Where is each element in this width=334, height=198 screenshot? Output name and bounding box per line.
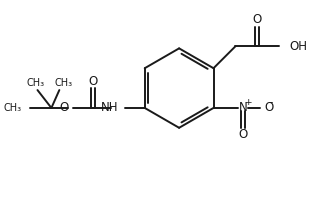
Text: CH₃: CH₃ <box>3 103 22 113</box>
Text: -: - <box>268 96 272 109</box>
Text: CH₃: CH₃ <box>26 78 44 88</box>
Text: O: O <box>89 75 98 88</box>
Text: OH: OH <box>289 40 307 53</box>
Text: CH₃: CH₃ <box>54 78 72 88</box>
Text: +: + <box>244 98 252 108</box>
Text: N: N <box>239 101 248 114</box>
Text: NH: NH <box>101 101 118 114</box>
Text: O: O <box>59 101 68 114</box>
Text: O: O <box>264 101 274 114</box>
Text: O: O <box>253 13 262 26</box>
Text: O: O <box>239 128 248 141</box>
